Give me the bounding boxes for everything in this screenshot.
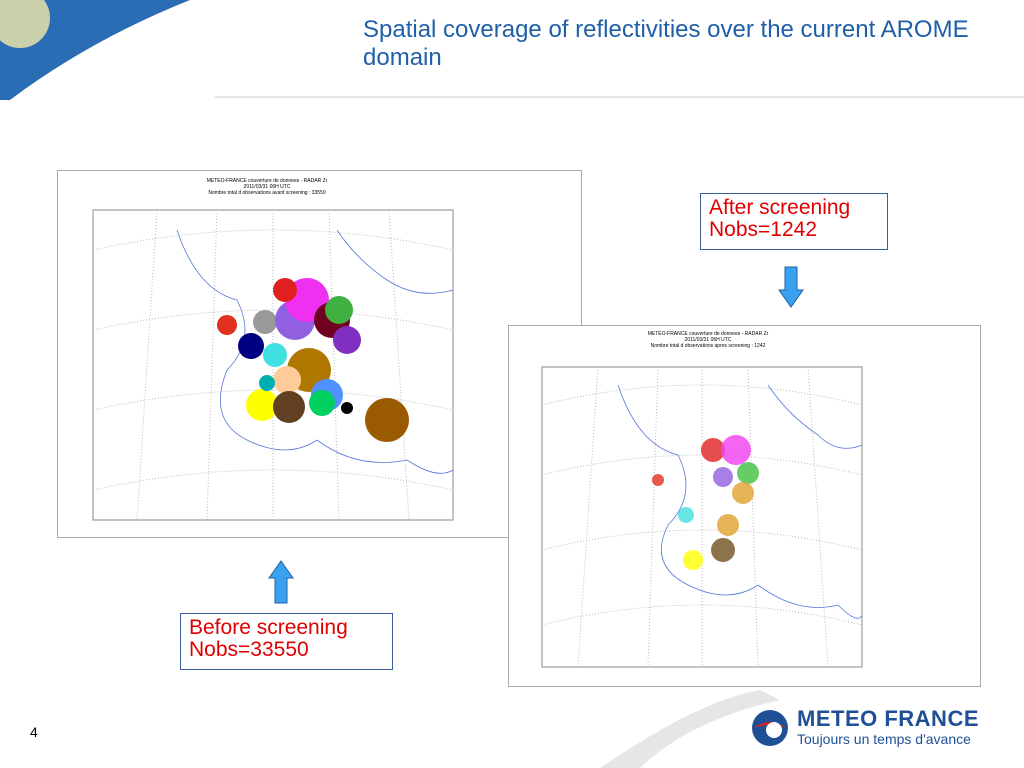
- callout-line: Nobs=1242: [709, 218, 818, 241]
- coastline: [176, 229, 454, 474]
- callout-line: Before screening: [189, 616, 348, 639]
- arrow-down: [778, 266, 804, 308]
- map-nobs: Nombre total d observations apres screen…: [651, 343, 766, 349]
- coastline: [617, 384, 863, 619]
- slide-title: Spatial coverage of reflectivities over …: [363, 16, 969, 71]
- logo-tagline: Toujours un temps d'avance: [797, 731, 971, 747]
- callout-line: Nobs=33550: [189, 638, 309, 661]
- map-before: METEO-FRANCE couverture de donnees - RAD…: [57, 170, 582, 538]
- arrow-up: [268, 560, 294, 604]
- callout-line: After screening: [709, 196, 851, 219]
- map-after: METEO-FRANCE couverture de donnees - RAD…: [508, 325, 981, 687]
- graticule: [92, 209, 454, 521]
- callout-before: Before screening Nobs=33550: [180, 613, 393, 670]
- sun: [0, 0, 50, 48]
- page-number: 4: [30, 724, 38, 740]
- graticule: [541, 366, 863, 668]
- callout-after: After screening Nobs=1242: [700, 193, 888, 250]
- map-title: METEO-FRANCE couverture de donnees - RAD…: [648, 331, 769, 337]
- footer-swoosh: [600, 690, 780, 768]
- radar-coverage: [217, 278, 409, 442]
- map-date: 2011/03/31 06H UTC: [685, 337, 732, 343]
- map-nobs: Nombre total d observations avant screen…: [208, 190, 326, 196]
- logo-mark: [752, 710, 788, 746]
- logo-name: METEO FRANCE: [797, 706, 979, 731]
- map-frame: [508, 325, 981, 687]
- map-date: 2011/03/31 06H UTC: [244, 184, 291, 190]
- map-title: METEO-FRANCE couverture de donnees - RAD…: [207, 178, 328, 184]
- radar-coverage: [652, 435, 759, 570]
